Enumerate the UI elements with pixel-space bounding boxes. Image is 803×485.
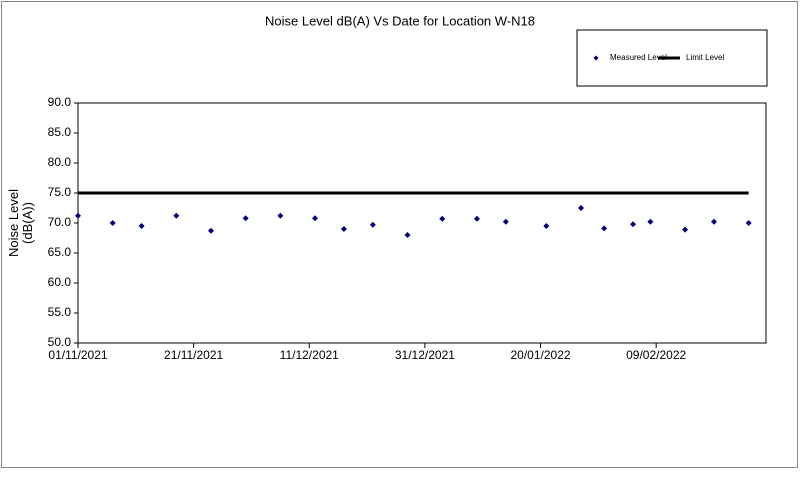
x-tick-label: 31/12/2021 [395,348,455,362]
y-tick-label: 90.0 [48,95,72,109]
data-point [473,215,480,222]
y-tick-label: 55.0 [48,305,72,319]
data-point [439,215,446,222]
y-tick-label: 50.0 [48,335,72,349]
y-tick-label: 60.0 [48,275,72,289]
y-axis-label: Noise Level(dB(A)) [6,189,35,257]
legend-swatch [593,55,599,61]
data-point [109,220,116,226]
x-tick-label: 11/12/2021 [280,348,339,362]
legend-label: Measured Level [610,53,667,62]
x-tick-label: 20/01/2022 [510,348,570,362]
data-point [630,221,637,228]
data-point [745,220,752,226]
data-point [647,218,654,225]
data-point [682,226,689,233]
data-point [404,232,411,238]
y-tick-label: 70.0 [48,215,72,229]
x-tick-label: 01/11/2021 [48,348,107,362]
data-point [502,218,509,225]
legend-label: Limit Level [686,53,724,62]
data-point [173,212,180,219]
y-tick-label: 65.0 [48,245,72,259]
x-tick-label: 09/02/2022 [626,348,686,362]
data-point [577,205,584,211]
data-point [601,225,608,232]
y-tick-label: 75.0 [48,185,72,199]
data-point [312,215,319,222]
chart-title: Noise Level dB(A) Vs Date for Location W… [265,13,535,28]
data-point [138,223,145,229]
data-point [710,218,717,225]
data-point [242,215,249,222]
data-point [277,212,284,219]
data-point [207,227,214,234]
data-point [369,221,376,228]
data-point [75,212,81,219]
data-point [340,226,347,232]
x-tick-label: 21/11/2021 [164,348,223,362]
y-tick-label: 85.0 [48,125,72,139]
data-point [543,223,550,229]
y-tick-label: 80.0 [48,155,72,169]
